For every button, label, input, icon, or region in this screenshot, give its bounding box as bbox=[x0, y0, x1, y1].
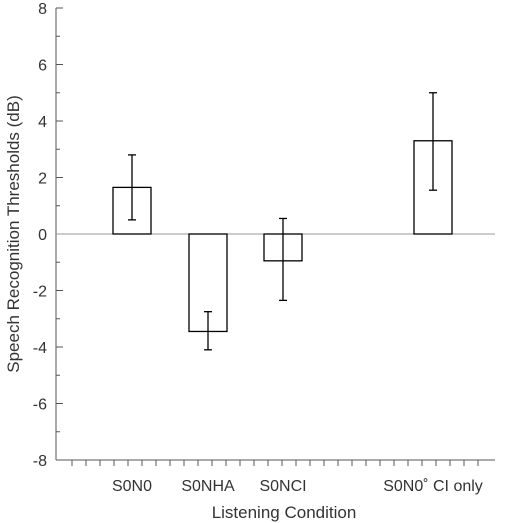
plot-area: 8 6 4 2 0 -2 -4 -6 -8 S0N0 S0NHA S0NCI S0N0˚ CI only bbox=[33, 1, 495, 495]
x-category-label-1: S0NHA bbox=[181, 478, 235, 495]
y-tick-label-5: -2 bbox=[33, 284, 47, 301]
x-category-label-0: S0N0 bbox=[112, 478, 152, 495]
x-axis-title: Listening Condition bbox=[212, 503, 357, 522]
y-tick-label-8: -8 bbox=[33, 453, 47, 470]
y-tick-label-3: 2 bbox=[38, 171, 47, 188]
x-category-label-3: S0N0˚ CI only bbox=[383, 478, 483, 495]
y-tick-label-7: -6 bbox=[33, 397, 47, 414]
y-tick-label-4: 0 bbox=[38, 227, 47, 244]
y-tick-label-1: 6 bbox=[38, 58, 47, 75]
y-axis-title: Speech Recognition Thresholds (dB) bbox=[4, 95, 23, 373]
y-tick-label-6: -4 bbox=[33, 340, 47, 357]
y-tick-label-2: 4 bbox=[38, 114, 47, 131]
y-tick-label-0: 8 bbox=[38, 1, 47, 18]
x-category-label-2: S0NCI bbox=[259, 478, 306, 495]
